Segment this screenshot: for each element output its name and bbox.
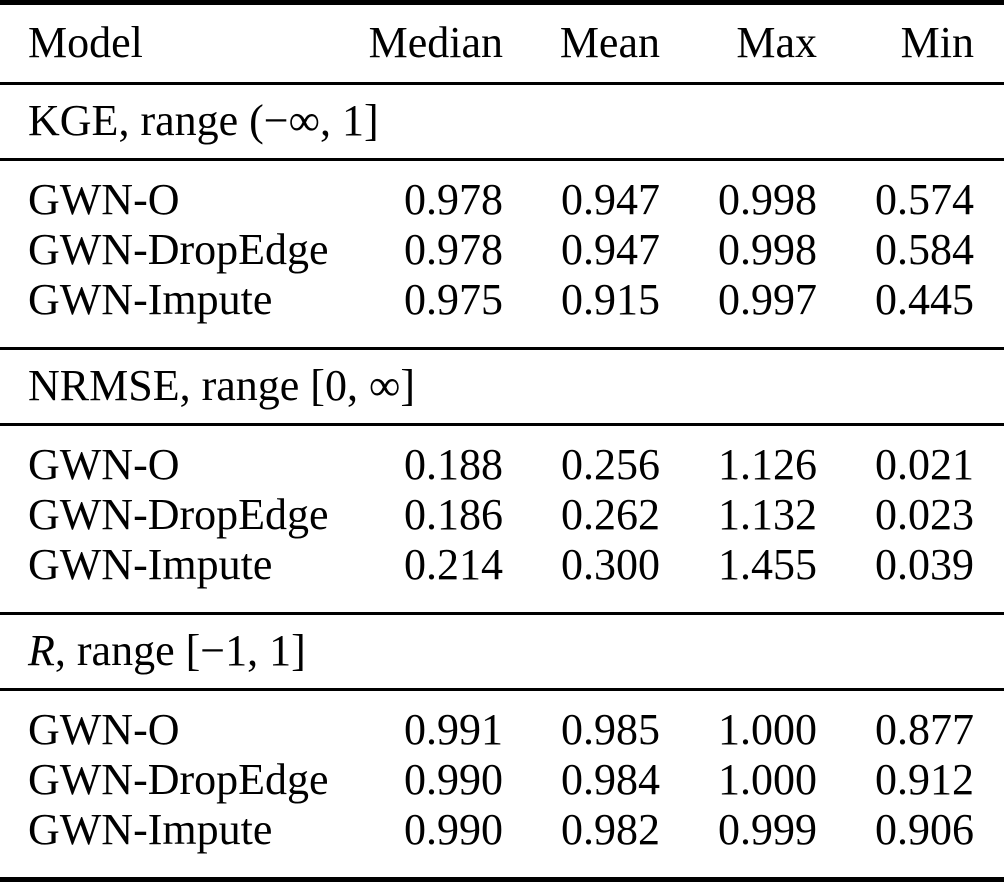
section-r: R, range [−1, 1] GWN-O 0.991 0.985 1.000… [0,612,1004,880]
cell-min: 0.912 [875,755,974,804]
cell-model: GWN-DropEdge [28,490,329,539]
cell-max: 0.999 [718,805,817,854]
metric-range: , range [0, ∞] [179,361,415,410]
cell-max: 0.997 [718,275,817,324]
cell-min: 0.445 [875,275,974,324]
cell-model: GWN-DropEdge [28,225,329,274]
table-row: GWN-O 0.188 0.256 1.126 0.021 [0,425,1004,491]
metric-name: KGE [28,96,119,145]
cell-model: GWN-O [28,440,180,489]
cell-median: 0.991 [404,705,503,754]
table-row: GWN-Impute 0.975 0.915 0.997 0.445 [0,275,1004,349]
cell-max: 0.998 [718,225,817,274]
cell-mean: 0.300 [561,540,660,589]
cell-mean: 0.262 [561,490,660,539]
table-row: GWN-DropEdge 0.978 0.947 0.998 0.584 [0,225,1004,275]
cell-mean: 0.982 [561,805,660,854]
section-nrmse: NRMSE, range [0, ∞] GWN-O 0.188 0.256 1.… [0,347,1004,614]
cell-median: 0.186 [404,490,503,539]
cell-model: GWN-O [28,175,180,224]
col-header-model: Model [0,2,346,85]
cell-min: 0.039 [875,540,974,589]
metric-range: , range (−∞, 1] [118,96,379,145]
cell-median: 0.214 [404,540,503,589]
table-row: GWN-O 0.991 0.985 1.000 0.877 [0,690,1004,756]
cell-mean: 0.947 [561,175,660,224]
cell-median: 0.975 [404,275,503,324]
cell-min: 0.906 [875,805,974,854]
table-row: GWN-Impute 0.990 0.982 0.999 0.906 [0,805,1004,880]
section-title: R, range [−1, 1] [0,612,1004,691]
section-heading-nrmse: NRMSE, range [0, ∞] [0,347,1004,426]
cell-min: 0.021 [875,440,974,489]
metric-range: , range [−1, 1] [54,626,306,675]
cell-min: 0.584 [875,225,974,274]
cell-max: 1.000 [718,755,817,804]
cell-mean: 0.256 [561,440,660,489]
cell-model: GWN-Impute [28,540,273,589]
cell-min: 0.023 [875,490,974,539]
metric-name: R [28,626,55,675]
col-header-max: Max [660,2,817,85]
table-row: GWN-DropEdge 0.186 0.262 1.132 0.023 [0,490,1004,540]
section-title: NRMSE, range [0, ∞] [0,347,1004,426]
cell-model: GWN-Impute [28,275,273,324]
table-row: GWN-Impute 0.214 0.300 1.455 0.039 [0,540,1004,614]
col-header-mean: Mean [503,2,660,85]
cell-median: 0.188 [404,440,503,489]
table-row: GWN-O 0.978 0.947 0.998 0.574 [0,160,1004,226]
metric-name: NRMSE [28,361,180,410]
section-heading-kge: KGE, range (−∞, 1] [0,82,1004,161]
col-header-min: Min [817,2,1004,85]
cell-median: 0.978 [404,225,503,274]
cell-mean: 0.915 [561,275,660,324]
cell-mean: 0.984 [561,755,660,804]
table-header: Model Median Mean Max Min [0,2,1004,85]
cell-max: 1.455 [718,540,817,589]
col-header-median: Median [346,2,503,85]
cell-max: 1.132 [718,490,817,539]
cell-median: 0.990 [404,755,503,804]
cell-max: 0.998 [718,175,817,224]
table-row: GWN-DropEdge 0.990 0.984 1.000 0.912 [0,755,1004,805]
cell-mean: 0.985 [561,705,660,754]
cell-median: 0.978 [404,175,503,224]
cell-min: 0.877 [875,705,974,754]
cell-mean: 0.947 [561,225,660,274]
section-title: KGE, range (−∞, 1] [0,82,1004,161]
section-kge: KGE, range (−∞, 1] GWN-O 0.978 0.947 0.9… [0,82,1004,349]
section-heading-r: R, range [−1, 1] [0,612,1004,691]
header-row: Model Median Mean Max Min [0,2,1004,85]
cell-model: GWN-Impute [28,805,273,854]
cell-max: 1.126 [718,440,817,489]
cell-min: 0.574 [875,175,974,224]
cell-model: GWN-DropEdge [28,755,329,804]
cell-model: GWN-O [28,705,180,754]
cell-max: 1.000 [718,705,817,754]
cell-median: 0.990 [404,805,503,854]
